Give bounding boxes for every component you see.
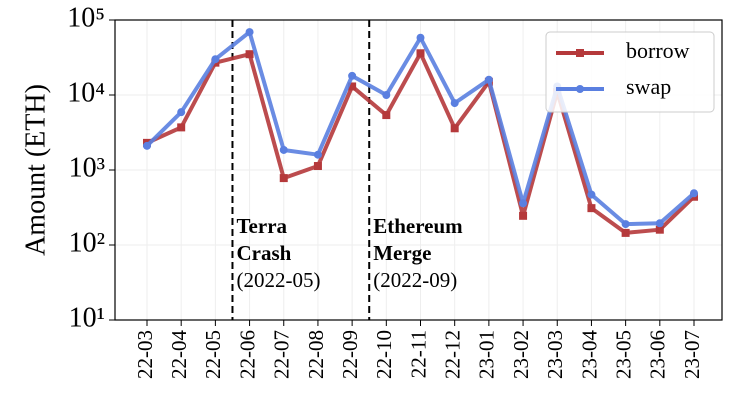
y-tick-label: 10⁵ bbox=[67, 2, 105, 33]
marker bbox=[484, 75, 493, 84]
x-tick-label: 22-08 bbox=[304, 330, 328, 379]
x-tick-label: 22-06 bbox=[235, 330, 259, 379]
marker bbox=[621, 220, 630, 229]
legend-label: borrow bbox=[626, 38, 690, 63]
y-axis-label: Amount (ETH) bbox=[20, 84, 51, 256]
y-tick-label: 10¹ bbox=[69, 302, 105, 333]
annotation-date: (2022-05) bbox=[236, 268, 320, 292]
marker bbox=[519, 211, 528, 220]
marker bbox=[382, 91, 391, 99]
annotation-title: Ethereum bbox=[373, 214, 463, 238]
x-tick-label: 23-03 bbox=[543, 330, 567, 379]
marker bbox=[313, 162, 322, 171]
marker bbox=[519, 199, 528, 208]
x-tick-label: 22-10 bbox=[372, 330, 396, 379]
x-tick-label: 22-11 bbox=[406, 330, 430, 378]
plot-frame bbox=[114, 19, 723, 321]
marker bbox=[382, 111, 391, 120]
marker bbox=[348, 71, 357, 80]
x-tick-label: 23-05 bbox=[611, 330, 635, 379]
legend-label: swap bbox=[626, 74, 671, 99]
marker bbox=[348, 82, 357, 91]
x-tick-label: 23-07 bbox=[680, 330, 704, 379]
legend: borrow swap bbox=[545, 31, 715, 113]
marker bbox=[279, 145, 288, 154]
legend-marker bbox=[576, 49, 584, 57]
x-tick-label: 23-01 bbox=[475, 330, 499, 379]
y-tick-label: 10² bbox=[69, 227, 105, 258]
marker bbox=[587, 190, 596, 199]
x-tick-label: 22-03 bbox=[133, 330, 157, 379]
marker bbox=[655, 225, 664, 234]
marker bbox=[211, 55, 220, 64]
marker bbox=[245, 50, 254, 59]
annotation-title: Merge bbox=[373, 241, 431, 265]
marker bbox=[621, 228, 630, 237]
marker bbox=[416, 33, 425, 42]
y-tick-label: 10⁴ bbox=[67, 77, 105, 108]
marker bbox=[279, 174, 288, 183]
y-tick-label: 10³ bbox=[69, 152, 105, 183]
marker bbox=[143, 141, 151, 150]
marker bbox=[450, 124, 459, 133]
marker bbox=[245, 28, 254, 37]
marker bbox=[416, 49, 425, 58]
x-tick-label: 23-02 bbox=[509, 330, 533, 379]
marker bbox=[587, 204, 596, 213]
x-tick-label: 23-04 bbox=[577, 330, 601, 379]
marker bbox=[655, 219, 664, 228]
x-tick-label: 22-07 bbox=[270, 330, 294, 379]
x-tick-label: 22-12 bbox=[441, 330, 465, 379]
annotation-title: Terra bbox=[236, 214, 287, 238]
marker bbox=[450, 99, 459, 108]
legend-marker bbox=[576, 85, 584, 93]
marker bbox=[313, 150, 322, 159]
x-tick-label: 22-04 bbox=[167, 330, 191, 379]
marker bbox=[177, 123, 186, 132]
x-tick-label: 22-09 bbox=[338, 330, 362, 379]
annotation-title: Crash bbox=[236, 241, 291, 265]
x-tick-label: 23-06 bbox=[646, 330, 670, 379]
annotation-date: (2022-09) bbox=[373, 268, 457, 292]
x-tick-label: 22-05 bbox=[201, 330, 225, 379]
marker bbox=[177, 108, 186, 117]
marker bbox=[690, 189, 698, 198]
